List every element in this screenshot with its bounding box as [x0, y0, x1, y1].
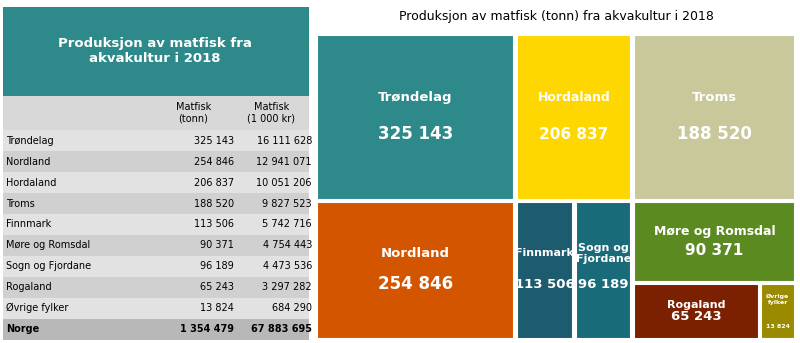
- FancyBboxPatch shape: [3, 172, 309, 193]
- Text: Finnmark: Finnmark: [515, 248, 574, 259]
- Text: 325 143: 325 143: [194, 136, 234, 146]
- Text: Trøndelag: Trøndelag: [378, 91, 453, 104]
- Text: 4 473 536: 4 473 536: [262, 261, 312, 271]
- FancyBboxPatch shape: [517, 35, 631, 200]
- Text: 12 941 071: 12 941 071: [257, 157, 312, 167]
- Text: Troms: Troms: [6, 199, 35, 209]
- Text: 9 827 523: 9 827 523: [262, 199, 312, 209]
- Text: 90 371: 90 371: [200, 240, 234, 250]
- FancyBboxPatch shape: [3, 214, 309, 235]
- FancyBboxPatch shape: [576, 202, 631, 339]
- Text: 1 354 479: 1 354 479: [180, 324, 234, 334]
- Text: 16 111 628: 16 111 628: [257, 136, 312, 146]
- Text: Nordland: Nordland: [381, 247, 450, 260]
- Text: Øvrige
fylker: Øvrige fylker: [766, 294, 790, 305]
- Text: Hordaland: Hordaland: [538, 91, 610, 104]
- FancyBboxPatch shape: [3, 298, 309, 319]
- Text: 254 846: 254 846: [194, 157, 234, 167]
- FancyBboxPatch shape: [3, 256, 309, 277]
- Text: Nordland: Nordland: [6, 157, 50, 167]
- FancyBboxPatch shape: [3, 235, 309, 256]
- Text: 10 051 206: 10 051 206: [257, 178, 312, 188]
- Text: 684 290: 684 290: [272, 303, 312, 313]
- Text: Sogn og
Fjordane: Sogn og Fjordane: [576, 243, 631, 264]
- Text: 3 297 282: 3 297 282: [262, 282, 312, 292]
- Text: 90 371: 90 371: [686, 243, 743, 258]
- Text: 65 243: 65 243: [671, 310, 722, 323]
- FancyBboxPatch shape: [3, 7, 309, 96]
- Text: 113 506: 113 506: [515, 277, 574, 291]
- Text: Norge: Norge: [6, 324, 39, 334]
- Text: 96 189: 96 189: [578, 277, 629, 291]
- Text: 5 742 716: 5 742 716: [262, 220, 312, 229]
- Text: Møre og Romsdal: Møre og Romsdal: [654, 225, 775, 238]
- FancyBboxPatch shape: [318, 35, 514, 200]
- Text: 65 243: 65 243: [200, 282, 234, 292]
- Text: Hordaland: Hordaland: [6, 178, 57, 188]
- Text: 96 189: 96 189: [200, 261, 234, 271]
- Text: Troms: Troms: [692, 91, 737, 104]
- Text: 67 883 695: 67 883 695: [251, 324, 312, 334]
- Text: Rogaland: Rogaland: [667, 299, 726, 309]
- FancyBboxPatch shape: [634, 202, 794, 282]
- Text: Finnmark: Finnmark: [6, 220, 51, 229]
- FancyBboxPatch shape: [3, 130, 309, 151]
- Text: Matfisk
(1 000 kr): Matfisk (1 000 kr): [247, 103, 295, 124]
- Text: Øvrige fylker: Øvrige fylker: [6, 303, 69, 313]
- Text: 113 506: 113 506: [194, 220, 234, 229]
- Text: 254 846: 254 846: [378, 275, 453, 293]
- FancyBboxPatch shape: [3, 96, 309, 130]
- FancyBboxPatch shape: [517, 202, 573, 339]
- Text: 206 837: 206 837: [194, 178, 234, 188]
- Text: 188 520: 188 520: [194, 199, 234, 209]
- FancyBboxPatch shape: [3, 277, 309, 298]
- Text: 206 837: 206 837: [539, 127, 609, 142]
- FancyBboxPatch shape: [3, 319, 309, 340]
- Text: 325 143: 325 143: [378, 125, 454, 143]
- FancyBboxPatch shape: [318, 202, 514, 339]
- Text: 13 824: 13 824: [766, 324, 790, 329]
- Text: Trøndelag: Trøndelag: [6, 136, 54, 146]
- FancyBboxPatch shape: [634, 284, 758, 339]
- FancyBboxPatch shape: [634, 35, 794, 200]
- Text: Produksjon av matfisk fra
akvakultur i 2018: Produksjon av matfisk fra akvakultur i 2…: [58, 37, 251, 66]
- Text: Produksjon av matfisk (tonn) fra akvakultur i 2018: Produksjon av matfisk (tonn) fra akvakul…: [398, 10, 714, 23]
- Text: 188 520: 188 520: [677, 125, 752, 143]
- FancyBboxPatch shape: [762, 284, 794, 339]
- Text: Sogn og Fjordane: Sogn og Fjordane: [6, 261, 91, 271]
- Text: 13 824: 13 824: [200, 303, 234, 313]
- Text: Møre og Romsdal: Møre og Romsdal: [6, 240, 90, 250]
- Text: 4 754 443: 4 754 443: [262, 240, 312, 250]
- Text: Rogaland: Rogaland: [6, 282, 52, 292]
- FancyBboxPatch shape: [3, 151, 309, 172]
- Text: Matfisk
(tonn): Matfisk (tonn): [176, 103, 211, 124]
- FancyBboxPatch shape: [3, 193, 309, 214]
